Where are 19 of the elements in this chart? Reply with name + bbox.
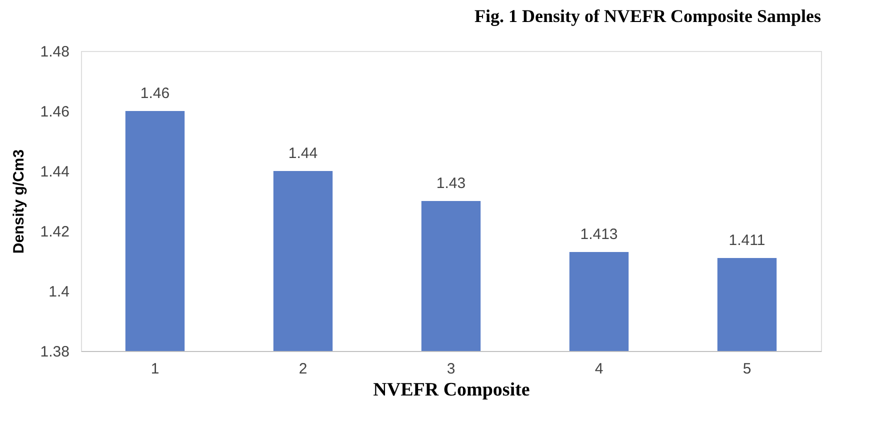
x-tick-label: 5 bbox=[742, 360, 752, 378]
y-tick-label: 1.44 bbox=[40, 164, 70, 180]
chart-title: Fig. 1 Density of NVEFR Composite Samples bbox=[474, 6, 821, 26]
data-label: 1.413 bbox=[580, 226, 618, 243]
x-axis-title: NVEFR Composite bbox=[373, 380, 530, 400]
y-tick-label: 1.4 bbox=[48, 284, 70, 300]
data-label: 1.44 bbox=[288, 145, 318, 162]
y-axis-title: Density g/Cm3 bbox=[10, 149, 28, 254]
x-tick-label: 2 bbox=[298, 360, 308, 378]
y-tick-label: 1.38 bbox=[40, 344, 70, 360]
y-tick-label: 1.46 bbox=[40, 104, 70, 120]
y-tick-label: 1.42 bbox=[40, 224, 70, 240]
x-tick-label: 4 bbox=[594, 360, 604, 378]
data-label: 1.411 bbox=[728, 232, 766, 249]
y-tick-label: 1.48 bbox=[40, 44, 70, 60]
data-label: 1.43 bbox=[436, 175, 466, 192]
data-label: 1.46 bbox=[140, 85, 170, 102]
x-tick-label: 1 bbox=[150, 360, 160, 378]
x-tick-label: 3 bbox=[446, 360, 456, 378]
